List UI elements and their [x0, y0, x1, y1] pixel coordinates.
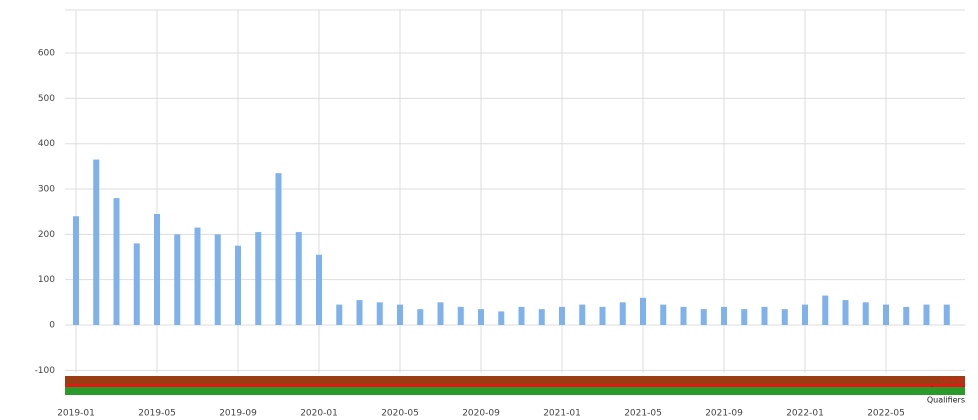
- x-tick-label: 2021-05: [624, 409, 662, 419]
- x-tick-label: 2019-09: [219, 409, 257, 419]
- x-tick-label: 2021-09: [705, 409, 743, 419]
- bar: [842, 300, 849, 326]
- bar: [194, 227, 201, 326]
- bar: [154, 213, 160, 326]
- bar: [741, 309, 748, 326]
- bar: [73, 216, 79, 326]
- bar: [295, 232, 302, 326]
- bar: [822, 295, 829, 326]
- bar: [538, 309, 545, 326]
- y-tick-label: 200: [38, 230, 55, 240]
- x-tick-label: 2022-01: [786, 409, 824, 419]
- bar: [397, 304, 403, 326]
- x-tick-label: 2019-05: [138, 409, 176, 419]
- bar: [660, 304, 667, 326]
- y-tick-label: 500: [38, 94, 55, 104]
- bar: [599, 306, 606, 326]
- x-tick-label: 2022-05: [867, 409, 905, 419]
- bar: [174, 234, 181, 326]
- bar: [498, 311, 505, 326]
- bar: [457, 306, 464, 326]
- bar: [883, 304, 889, 326]
- bar: [113, 198, 120, 326]
- y-tick-label: 100: [38, 275, 55, 285]
- x-tick-label: 2019-01: [57, 409, 95, 419]
- bar: [316, 254, 322, 326]
- bar: [903, 306, 910, 326]
- status-band: [65, 376, 965, 384]
- status-band: [65, 384, 965, 387]
- bar: [93, 159, 100, 326]
- bar: [943, 304, 950, 326]
- bar: [417, 309, 424, 326]
- bar: [518, 306, 525, 326]
- x-tick-label: 2021-01: [543, 409, 581, 419]
- x-tick-label: 2020-05: [381, 409, 419, 419]
- bar: [700, 309, 707, 326]
- x-tick-label: 2020-01: [300, 409, 338, 419]
- bar: [356, 300, 363, 326]
- y-tick-label: 600: [38, 49, 55, 59]
- bar: [214, 234, 221, 326]
- bar: [721, 306, 727, 326]
- bar: [235, 245, 241, 326]
- y-tick-label: 0: [49, 321, 55, 331]
- bar: [680, 306, 687, 326]
- y-tick-label: 300: [38, 185, 55, 195]
- bar: [376, 302, 383, 326]
- bar: [619, 302, 626, 326]
- bar: [437, 302, 444, 326]
- bar: [923, 304, 930, 326]
- y-tick-label: 400: [38, 139, 55, 149]
- bar: [133, 243, 140, 326]
- bar: [255, 232, 262, 326]
- band-label: Grade: [941, 376, 965, 385]
- bar: [802, 304, 808, 326]
- band-label: Qualifiers: [927, 396, 965, 405]
- bar: [478, 309, 484, 326]
- bar: [559, 306, 565, 326]
- bar: [640, 297, 646, 326]
- x-tick-label: 2020-09: [462, 409, 500, 419]
- bar: [761, 306, 768, 326]
- bar: [579, 304, 586, 326]
- y-tick-label: -100: [35, 366, 56, 376]
- bar: [862, 302, 869, 326]
- bar: [275, 173, 282, 326]
- qualifier-band: [65, 387, 965, 395]
- bar: [781, 309, 788, 326]
- bar: [336, 304, 343, 326]
